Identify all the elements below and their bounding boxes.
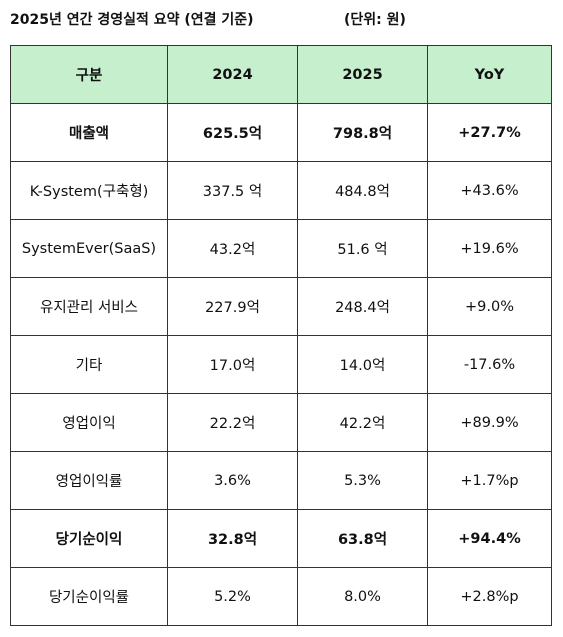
value-2025-cell: 248.4억 xyxy=(297,277,428,336)
table-row-operating-profit: 영업이익 22.2억 42.2억 +89.9% xyxy=(10,393,552,452)
table-row-systemever: SystemEver(SaaS) 43.2억 51.6 억 +19.6% xyxy=(10,219,552,278)
value-yoy-cell: +9.0% xyxy=(427,277,552,336)
value-yoy-cell: +1.7%p xyxy=(427,451,552,510)
performance-summary-table: 구분 2024 2025 YoY 매출액 625.5억 798.8억 +27.7% K-… xyxy=(10,45,552,626)
value-2024-cell: 3.6% xyxy=(167,451,298,510)
row-label-cell: 유지관리 서비스 xyxy=(10,277,168,336)
table-row-net-income: 당기순이익 32.8억 63.8억 +94.4% xyxy=(10,509,552,568)
table-header-row: 구분 2024 2025 YoY xyxy=(10,45,552,104)
column-header-2024: 2024 xyxy=(167,45,298,104)
value-yoy-cell: +27.7% xyxy=(427,103,552,162)
page-title: 2025년 연간 경영실적 요약 (연결 기준) xyxy=(10,12,254,28)
value-yoy-cell: +43.6% xyxy=(427,161,552,220)
value-yoy-cell: +2.8%p xyxy=(427,567,552,626)
table-row-net-margin: 당기순이익률 5.2% 8.0% +2.8%p xyxy=(10,567,552,626)
row-label-cell: SystemEver(SaaS) xyxy=(10,219,168,278)
table-row-maintenance: 유지관리 서비스 227.9억 248.4억 +9.0% xyxy=(10,277,552,336)
value-yoy-cell: +19.6% xyxy=(427,219,552,278)
value-2024-cell: 337.5 억 xyxy=(167,161,298,220)
value-2025-cell: 63.8억 xyxy=(297,509,428,568)
table-body: 매출액 625.5억 798.8억 +27.7% K-System(구축형) 337.5 … xyxy=(10,103,552,626)
value-2024-cell: 17.0억 xyxy=(167,335,298,394)
value-2024-cell: 22.2억 xyxy=(167,393,298,452)
table-row-other: 기타 17.0억 14.0억 -17.6% xyxy=(10,335,552,394)
value-2025-cell: 798.8억 xyxy=(297,103,428,162)
unit-note: (단위: 원) xyxy=(344,12,406,28)
value-2025-cell: 42.2억 xyxy=(297,393,428,452)
value-2024-cell: 5.2% xyxy=(167,567,298,626)
column-header-category: 구분 xyxy=(10,45,168,104)
row-label-cell: 영업이익 xyxy=(10,393,168,452)
value-2024-cell: 32.8억 xyxy=(167,509,298,568)
value-yoy-cell: +94.4% xyxy=(427,509,552,568)
value-2024-cell: 43.2억 xyxy=(167,219,298,278)
row-label-cell: 기타 xyxy=(10,335,168,394)
column-header-2025: 2025 xyxy=(297,45,428,104)
row-label-cell: 영업이익률 xyxy=(10,451,168,510)
row-label-cell: K-System(구축형) xyxy=(10,161,168,220)
value-yoy-cell: -17.6% xyxy=(427,335,552,394)
value-2025-cell: 51.6 억 xyxy=(297,219,428,278)
value-2025-cell: 5.3% xyxy=(297,451,428,510)
value-2024-cell: 227.9억 xyxy=(167,277,298,336)
value-2025-cell: 484.8억 xyxy=(297,161,428,220)
value-2025-cell: 14.0억 xyxy=(297,335,428,394)
value-2025-cell: 8.0% xyxy=(297,567,428,626)
value-2024-cell: 625.5억 xyxy=(167,103,298,162)
row-label-cell: 당기순이익 xyxy=(10,509,168,568)
table-row-revenue: 매출액 625.5억 798.8억 +27.7% xyxy=(10,103,552,162)
table-row-operating-margin: 영업이익률 3.6% 5.3% +1.7%p xyxy=(10,451,552,510)
row-label-cell: 당기순이익률 xyxy=(10,567,168,626)
table-row-k-system: K-System(구축형) 337.5 억 484.8억 +43.6% xyxy=(10,161,552,220)
column-header-yoy: YoY xyxy=(427,45,552,104)
title-row: 2025년 연간 경영실적 요약 (연결 기준) (단위: 원) xyxy=(10,6,550,30)
value-yoy-cell: +89.9% xyxy=(427,393,552,452)
row-label-cell: 매출액 xyxy=(10,103,168,162)
